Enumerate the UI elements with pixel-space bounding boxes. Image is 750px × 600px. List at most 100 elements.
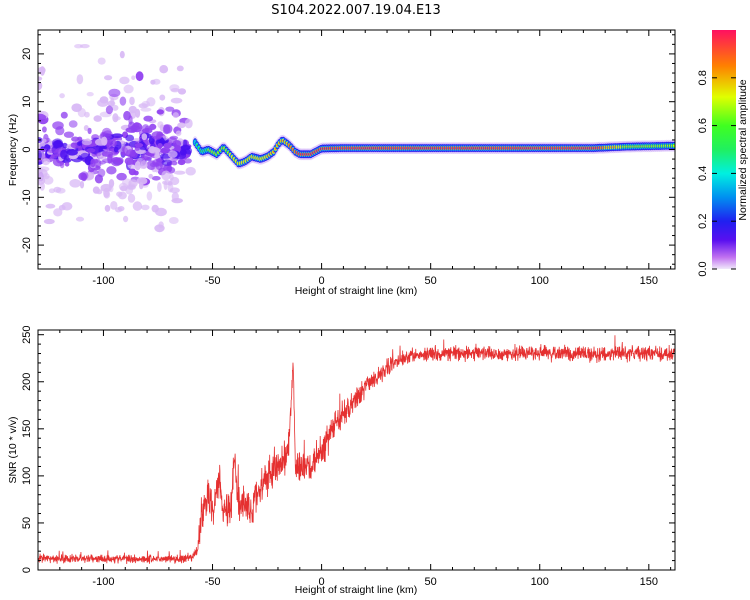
spectrogram-noise-cell [53, 208, 63, 217]
spectrogram-noise-cell [119, 96, 127, 106]
snr-x-ticks: -100 -50 0 50 100 150 [37, 330, 672, 588]
y-tick-label: 250 [21, 326, 33, 344]
y-tick-label: -20 [21, 237, 33, 253]
spectrogram-noise-cell [101, 127, 112, 137]
x-tick-label: 100 [531, 275, 549, 287]
spectrogram-noise-cell [159, 94, 166, 101]
spectrogram-noise-cell [119, 50, 125, 59]
spectrogram-noise-cell [171, 198, 183, 204]
spectrogram-noise-cell [111, 133, 124, 138]
x-tick-label: -100 [92, 275, 114, 287]
colorbar-gradient [712, 30, 736, 269]
spectrogram-noise-cell [86, 170, 95, 180]
x-tick-label: 100 [531, 576, 549, 588]
y-tick-label: 150 [21, 420, 33, 438]
spectrogram-noise-cell [77, 107, 86, 118]
spectrogram-noise-cell [45, 203, 56, 209]
snr-panel: -100 -50 0 50 100 150 0 50 100 150 200 250 Height … [7, 326, 676, 596]
y-tick-label: 100 [21, 467, 33, 485]
spectrogram-noise-cell [125, 185, 134, 195]
spectrogram-noise-cell [43, 218, 55, 225]
spectrogram-noise-cell [171, 160, 178, 166]
spectrogram-noise-cell [38, 113, 47, 122]
x-tick-label: 0 [319, 576, 325, 588]
spectrogram-noise-cell [111, 104, 119, 111]
spectrogram-noise-cell [115, 207, 123, 213]
spectrogram-noise-cell [161, 170, 171, 181]
colorbar-ticks: 0.0 0.2 0.4 0.6 0.8 [697, 70, 736, 277]
spectrogram-noise-cell [170, 97, 183, 104]
spectrogram-noise-cell [59, 93, 65, 99]
spectrogram-noise-cell [123, 84, 134, 94]
x-tick-label: 0 [319, 275, 325, 287]
x-tick-label: 50 [425, 576, 437, 588]
spectrogram-noise-cell [87, 127, 92, 135]
spectrogram-noise-cell [113, 116, 121, 121]
spectrogram-noise-cell [128, 105, 137, 114]
spectrogram-noise-cell [104, 75, 113, 81]
spectrogram-noise-cell [97, 168, 106, 178]
spectrogram-noise-cell [141, 124, 150, 134]
spectrogram-noise-cell [183, 158, 192, 164]
spectrogram-noise-cell [141, 133, 148, 141]
spectrogram-noise-cell [38, 150, 42, 160]
spectrogram-noise-cell [55, 126, 65, 136]
colorbar-tick-label: 0.8 [697, 70, 709, 85]
spectrogram-noise-cell [152, 78, 161, 85]
spectrogram-noise-cell [163, 142, 172, 149]
spectrogram-noise-cell [125, 127, 138, 133]
spectrogram-noise-cell [75, 216, 85, 222]
spectrogram-noise-cell [172, 140, 182, 148]
spectrogram-noise-cell [59, 161, 65, 169]
colorbar-tick-label: 0.2 [697, 214, 709, 229]
spectrogram-noise-cell [167, 181, 173, 186]
spectrogram-noise-cell [143, 115, 153, 122]
x-tick-label: -100 [92, 576, 114, 588]
spectrogram-noise-cell [161, 159, 173, 166]
y-tick-label: -10 [21, 189, 33, 205]
spectrogram-noise-cell [138, 103, 148, 109]
spectrogram-noise-cell [146, 97, 156, 107]
spectrogram-noise-cell [155, 207, 167, 217]
spectrogram-noise-cell [133, 122, 140, 128]
spectrogram-noise-cell [81, 138, 92, 146]
x-tick-label: -50 [205, 275, 221, 287]
spectrogram-noise-cell [108, 88, 121, 98]
y-tick-label: 20 [21, 48, 33, 60]
spectrogram-noise-cell [155, 158, 163, 166]
spectrogram-noise-cell [177, 88, 187, 95]
spectrogram-noise-cell [185, 166, 196, 176]
spectrogram-noise-cell [151, 131, 163, 140]
spectrogram-noise-cell [76, 74, 84, 85]
x-tick-label: 150 [640, 576, 658, 588]
spectrogram-noise-cell [129, 96, 135, 106]
spectrogram-noise-cell [167, 164, 172, 172]
spectrogram-noise-cell [135, 108, 141, 118]
spectrogram-noise-cell [42, 126, 47, 133]
spectrogram-noise-cell [169, 84, 180, 92]
spectrogram-noise-cell [86, 92, 94, 97]
spectrogram-noise-cell [156, 109, 164, 115]
spectrogram-noise-cell [169, 135, 179, 140]
spectrogram-noise-cell [38, 81, 43, 91]
y-tick-label: 200 [21, 373, 33, 391]
spectrogram-noise-cell [39, 66, 46, 76]
spectrogram-noise-cell [94, 158, 102, 169]
spectrogram-noise-cell [93, 115, 102, 122]
snr-plot-area [38, 335, 675, 564]
spectrogram-noise-cells [38, 44, 196, 233]
spectrogram-noise-cell [97, 57, 106, 65]
colorbar-label: Normalized spectral amplitude [737, 79, 749, 220]
spectrogram-noise-cell [60, 111, 68, 119]
spectrogram-noise-cell [173, 170, 186, 175]
spectrogram-noise-cell [123, 215, 129, 223]
spectrogram-noise-cell [133, 170, 139, 176]
spectrogram-noise-cell [79, 44, 90, 49]
spectrogram-noise-cell [38, 168, 48, 178]
y-tick-label: 10 [21, 96, 33, 108]
spectrogram-noise-cell [76, 141, 82, 146]
spectrogram-noise-cell [68, 120, 78, 128]
spectrogram-noise-cell [148, 146, 160, 154]
